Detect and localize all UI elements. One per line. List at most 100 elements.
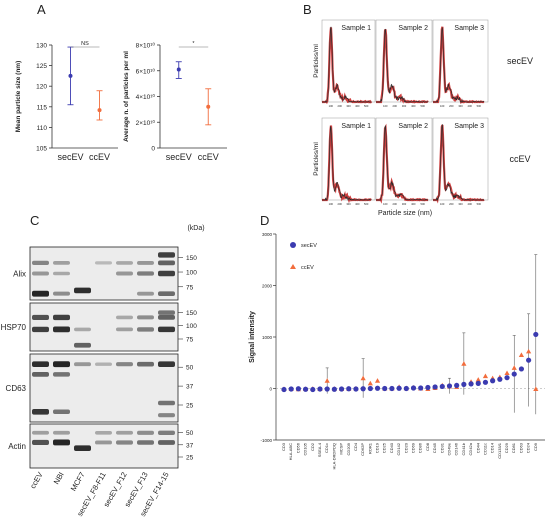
data-point-secEV — [338, 386, 345, 392]
blot-band — [53, 314, 70, 321]
x-tick-label: 200 — [393, 202, 398, 206]
blot-band — [32, 271, 49, 276]
blot-band — [137, 291, 154, 296]
x-tick-label: CD49e — [446, 442, 451, 455]
data-point-secEV — [526, 357, 532, 363]
x-tick-label: CD40 — [389, 442, 394, 453]
y-axis-label: Particles/ml — [313, 44, 320, 78]
x-tick-label: CD142 — [396, 442, 401, 455]
blot-band — [32, 430, 49, 435]
x-tick-label: CD2 — [310, 442, 315, 451]
blot-frame — [29, 246, 179, 301]
x-tick-label: 200 — [449, 202, 454, 206]
sample-label: Sample 1 — [341, 123, 371, 130]
blot-band — [53, 430, 70, 435]
mw-label: 37 — [186, 442, 194, 449]
nta-curve-mean — [322, 26, 372, 103]
blot-band — [95, 362, 112, 366]
blot-band — [32, 290, 49, 297]
x-tick-label: CD42a — [468, 442, 473, 455]
legend-label: secEV — [301, 243, 317, 249]
x-tick-label: 400 — [468, 202, 473, 206]
x-tick-label: 300 — [458, 202, 463, 206]
blot-band — [32, 260, 49, 265]
panel-letter-c: C — [30, 213, 40, 228]
blot-band — [32, 314, 49, 320]
legend-label: ccEV — [301, 265, 314, 271]
data-point-ccEV — [360, 375, 366, 381]
x-tick-label: CD11c — [482, 443, 487, 455]
blot-band — [116, 430, 133, 435]
blot-band — [158, 413, 175, 418]
blot-band — [158, 361, 175, 367]
x-tick-label: CD45 — [432, 442, 437, 453]
data-point-secEV — [482, 379, 489, 385]
x-tick-label: 300 — [402, 202, 407, 206]
data-point-secEV — [324, 386, 330, 392]
data-point-secEV — [302, 386, 309, 392]
x-tick-label: 500 — [421, 104, 426, 108]
data-point-secEV — [68, 73, 73, 78]
mw-label: 50 — [186, 365, 194, 372]
x-tick-label: CD146 — [454, 442, 459, 455]
x-tick-label: CD19 — [375, 442, 380, 453]
blot-band — [53, 439, 70, 446]
x-tick-label: 400 — [355, 202, 360, 206]
x-tick-label: CD69 — [411, 442, 416, 453]
x-tick-label: CD41b — [461, 442, 466, 455]
data-point-secEV — [454, 382, 460, 389]
data-point-secEV — [468, 381, 474, 387]
blot-band — [53, 291, 70, 296]
western-blot: (kDa) Alix 150 100 75 HSP70 150 100 75 CD63 50 37 25… — [1, 225, 205, 518]
mw-label: 150 — [186, 310, 197, 317]
blot-band — [116, 362, 133, 367]
x-tick-label: 500 — [364, 202, 369, 206]
y-axis-label: Mean particle size (nm) — [15, 61, 22, 133]
data-point-secEV — [317, 386, 323, 392]
data-point-secEV — [490, 378, 496, 384]
data-point-secEV — [518, 366, 525, 372]
data-point-secEV — [418, 385, 424, 391]
blot-row-label: CD63 — [6, 384, 27, 393]
blot-band — [137, 440, 154, 445]
x-tick-label: 300 — [346, 202, 351, 206]
x-tick-label: 400 — [411, 202, 416, 206]
x-tick-label: 100 — [440, 202, 445, 206]
blot-band — [137, 260, 154, 265]
x-tick-label: CD4 — [353, 442, 358, 451]
blot-frame — [29, 302, 179, 352]
nta-curve-mean — [433, 124, 485, 202]
x-tick-label: ccEV — [89, 152, 110, 162]
mw-label: 75 — [186, 284, 194, 291]
x-tick-label: CD9 — [533, 442, 538, 451]
blot-band — [137, 430, 154, 435]
x-tick-label: 400 — [411, 104, 416, 108]
data-point-ccEV — [518, 352, 525, 358]
x-tick-label: 500 — [477, 104, 482, 108]
y-tick-label: 115 — [37, 104, 48, 111]
y-tick-label: 3000 — [262, 232, 273, 237]
blot-band — [158, 260, 175, 266]
data-point-secEV — [533, 331, 539, 338]
blot-band — [158, 326, 175, 333]
data-point-secEV — [382, 385, 388, 392]
row-label: secEV — [507, 56, 533, 66]
blot-band — [158, 430, 175, 435]
x-tick-label: 300 — [346, 104, 351, 108]
mw-label: 25 — [186, 455, 194, 462]
x-tick-label: CD81 — [511, 442, 516, 453]
x-tick-label: 400 — [355, 104, 360, 108]
x-tick-label: CD31 — [439, 442, 444, 453]
data-point-secEV — [367, 385, 373, 392]
panel-letter-b: B — [303, 2, 312, 17]
blot-row-label: HSP70 — [1, 323, 27, 332]
y-tick-label: 2×10¹⁰ — [136, 119, 156, 127]
blot-band — [116, 271, 133, 276]
data-point-ccEV — [206, 104, 211, 109]
mw-label: 150 — [186, 255, 197, 262]
kda-label: (kDa) — [187, 225, 204, 232]
blot-band — [53, 326, 70, 333]
y-tick-label: 110 — [37, 125, 48, 132]
x-tick-label: CD24 — [526, 442, 531, 453]
blot-band — [32, 439, 49, 446]
